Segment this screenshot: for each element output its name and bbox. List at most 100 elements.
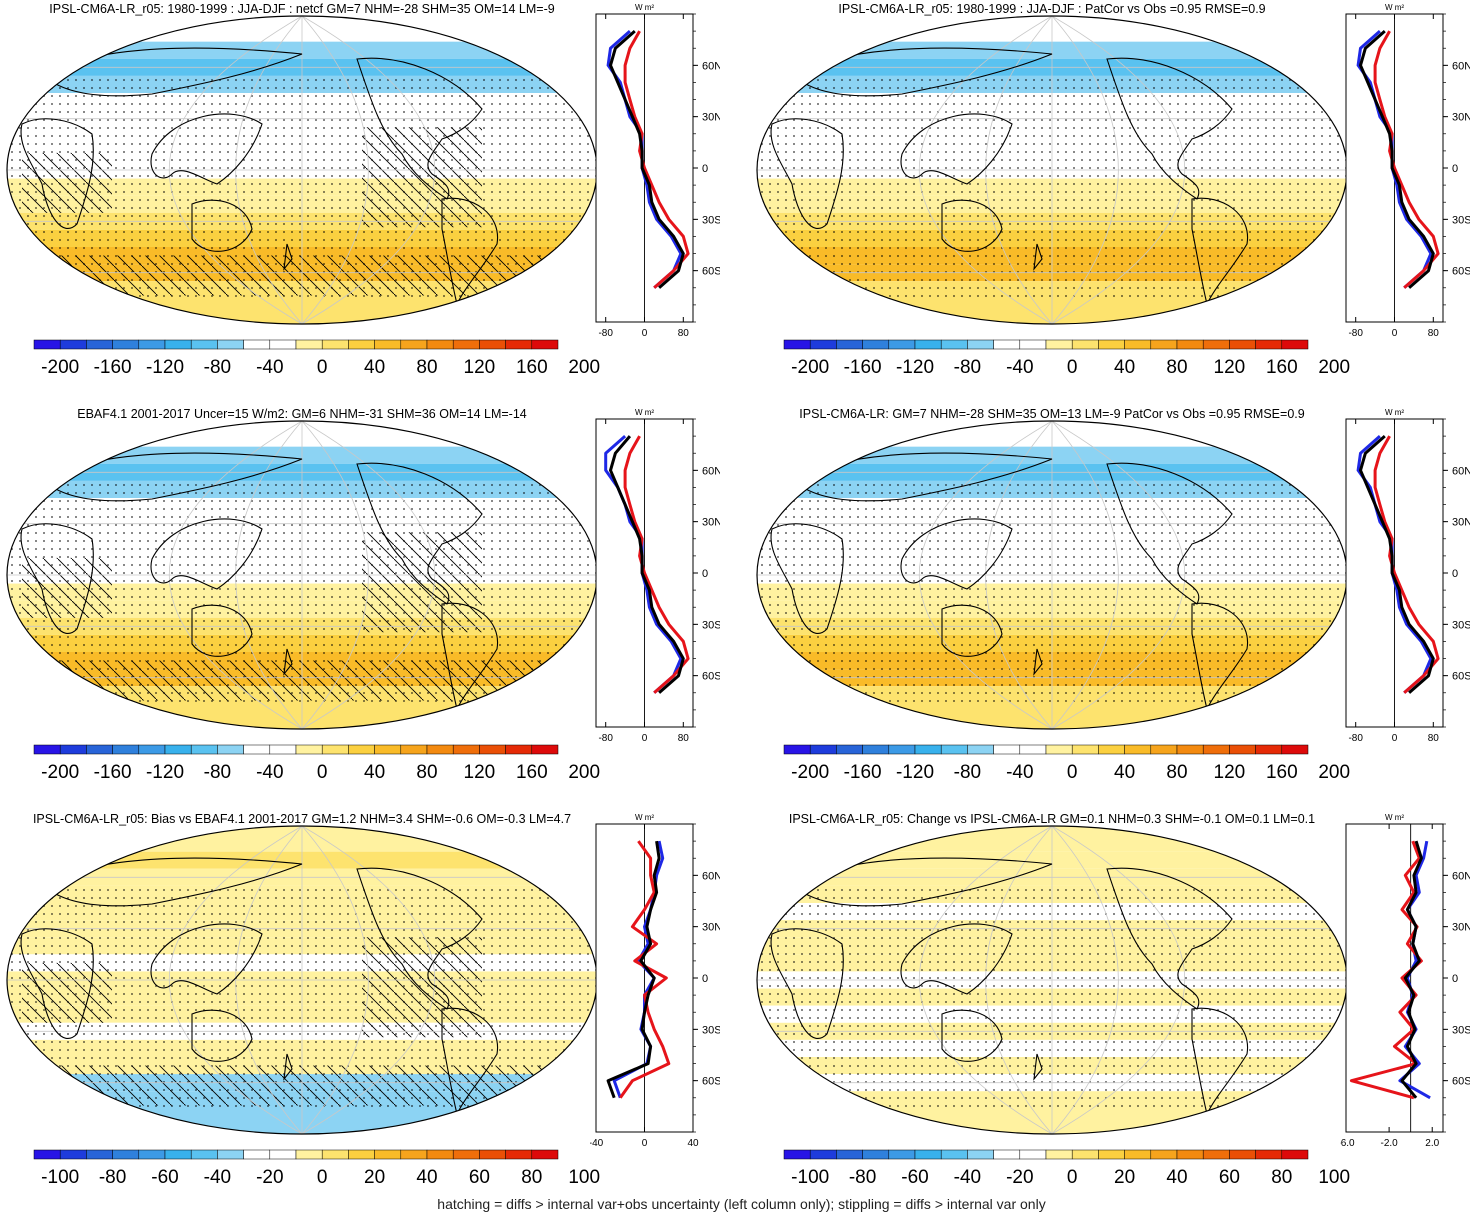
colorbar-label: -20 (256, 1167, 283, 1188)
coastline (1106, 867, 1233, 1010)
colorbar-label: 120 (464, 762, 496, 783)
coastline (191, 604, 253, 657)
y-tick-label: 60N (702, 465, 720, 477)
colorbar-swatch (269, 744, 297, 755)
colorbar-swatch (1124, 339, 1152, 350)
profile-line-model (1400, 840, 1423, 1099)
colorbar-label: -100 (41, 1167, 79, 1188)
colorbar-swatch (862, 1149, 890, 1160)
panel-1: IPSL-CM6A-LR_r05: 1980-1999 : JJA-DJF : … (2, 0, 743, 405)
colorbar-swatch (112, 744, 140, 755)
colorbar-swatch (888, 339, 916, 350)
graticule-line (235, 16, 303, 324)
colorbar-label: 40 (364, 762, 385, 783)
colorbar-swatch (86, 744, 113, 755)
colorbar-label: -160 (94, 762, 132, 783)
colorbar-swatch (452, 1149, 480, 1160)
colorbar-label: -120 (146, 762, 184, 783)
graticule-line (301, 826, 369, 1134)
colorbar-label: -200 (791, 762, 829, 783)
colorbar-swatch (1255, 339, 1283, 350)
colorbar: -200 -160 -120 -80 -40 0 40 80 120 160 200 (783, 339, 1350, 378)
colorbar-swatch (59, 339, 87, 350)
coastline (770, 523, 844, 634)
y-tick-label: 60N (702, 60, 720, 72)
colorbar-swatch (1202, 339, 1230, 350)
colorbar: -200 -160 -120 -80 -40 0 40 80 120 160 200 (33, 339, 600, 378)
x-tick-label: -80 (1348, 328, 1363, 339)
colorbar-label: -100 (791, 1167, 829, 1188)
colorbar-swatch (164, 339, 192, 350)
y-tick-label: 60S (1452, 671, 1470, 683)
colorbar-swatch (243, 744, 271, 755)
coastline (150, 113, 263, 185)
colorbar-swatch (940, 744, 968, 755)
colorbar-label: 60 (1219, 1167, 1240, 1188)
colorbar-label: 160 (1266, 762, 1298, 783)
hatching (362, 937, 482, 1038)
colorbar-label: 80 (521, 1167, 542, 1188)
colorbar-label: 160 (516, 357, 548, 378)
colorbar-label: 160 (1266, 357, 1298, 378)
coastline (941, 1009, 1003, 1062)
colorbar-swatch (348, 339, 375, 350)
colorbar-swatch (1098, 339, 1125, 350)
colorbar-label: 80 (1271, 1167, 1292, 1188)
y-tick-label: 30S (702, 214, 720, 226)
coastline (900, 923, 1013, 995)
colorbar-label: 120 (1214, 762, 1246, 783)
colorbar-swatch (1071, 339, 1099, 350)
graticule-line (301, 421, 369, 729)
y-tick-label: 30S (702, 619, 720, 631)
colorbar-label: 60 (469, 1167, 490, 1188)
zonal-mean-profile: W m² 60N 30N 0 30S 60S -80 0 80 (1345, 3, 1470, 339)
colorbar-label: 40 (1166, 1167, 1187, 1188)
colorbar-swatch (1281, 339, 1309, 350)
colorbar-label: 0 (1067, 357, 1078, 378)
x-tick-label: 80 (678, 733, 690, 744)
colorbar-label: -120 (146, 357, 184, 378)
map (6, 825, 598, 1135)
x-tick-label: 0 (1392, 328, 1398, 339)
colorbar-label: -200 (41, 762, 79, 783)
colorbar-swatch (59, 744, 87, 755)
colorbar-label: 80 (416, 762, 437, 783)
panel-title: IPSL-CM6A-LR: GM=7 NHM=-28 SHM=35 OM=13 … (799, 407, 1305, 421)
colorbar-swatch (783, 339, 811, 350)
colorbar-label: 200 (568, 762, 600, 783)
coastline (283, 648, 293, 676)
colorbar-swatch (836, 1149, 863, 1160)
coastline (150, 518, 263, 590)
colorbar-swatch (809, 1149, 837, 1160)
colorbar-swatch (1229, 1149, 1256, 1160)
colorbar-swatch (836, 339, 863, 350)
y-tick-label: 30N (1452, 517, 1470, 529)
colorbar-swatch (426, 744, 454, 755)
colorbar-swatch (33, 339, 61, 350)
colorbar-label: 100 (1318, 1167, 1350, 1188)
coastline (441, 197, 499, 306)
colorbar-swatch (400, 744, 428, 755)
colorbar-swatch (479, 1149, 506, 1160)
graticule-line (235, 421, 303, 729)
colorbar-swatch (531, 339, 559, 350)
colorbar-label: 200 (568, 357, 600, 378)
coastline (941, 199, 1003, 252)
coastline (441, 602, 499, 711)
colorbar-swatch (348, 1149, 375, 1160)
coastline (791, 47, 1053, 97)
y-tick-label: 30N (702, 112, 720, 124)
colorbar-swatch (426, 339, 454, 350)
map (756, 420, 1348, 730)
colorbar-swatch (505, 744, 533, 755)
x-tick-label: -6.0 (1340, 1138, 1355, 1149)
colorbar-label: 80 (1166, 762, 1187, 783)
colorbar-swatch (914, 1149, 942, 1160)
colorbar-swatch (1019, 1149, 1047, 1160)
y-tick-label: 60S (702, 1076, 720, 1088)
colorbar-swatch (295, 339, 323, 350)
coastline (41, 452, 303, 502)
coastline (191, 1009, 253, 1062)
profile-line-model (606, 840, 661, 1099)
coastline (41, 857, 303, 907)
